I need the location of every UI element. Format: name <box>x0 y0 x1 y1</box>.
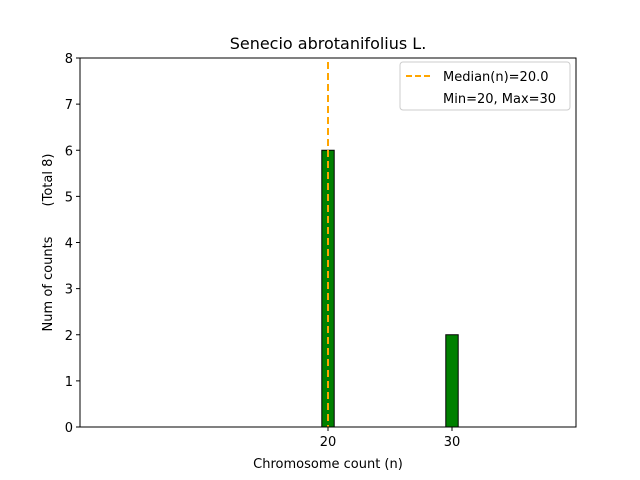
y-tick-label: 8 <box>65 52 73 67</box>
y-axis-label: Num of counts <box>41 236 56 331</box>
bar-30 <box>445 334 459 428</box>
y-tick-label: 7 <box>65 98 73 113</box>
y-tick-label: 5 <box>65 190 73 205</box>
y-tick-label: 2 <box>65 329 73 344</box>
y-tick-label: 1 <box>65 375 73 390</box>
x-tick-label: 30 <box>444 435 461 450</box>
y-axis-total-label: (Total 8) <box>41 154 56 207</box>
x-axis-label: Chromosome count (n) <box>253 457 403 472</box>
x-tick-label: 20 <box>320 435 337 450</box>
legend-box <box>399 61 571 111</box>
y-tick-label: 3 <box>65 283 73 298</box>
y-tick-label: 4 <box>65 237 73 252</box>
legend-median-label: Median(n)=20.0 <box>443 70 549 85</box>
legend-minmax-label: Min=20, Max=30 <box>443 92 556 107</box>
legend: Median(n)=20.0 Min=20, Max=30 <box>399 61 571 111</box>
chart-title: Senecio abrotanifolius L. <box>230 34 427 53</box>
y-tick-label: 6 <box>65 144 73 159</box>
y-tick-label: 0 <box>65 421 73 436</box>
